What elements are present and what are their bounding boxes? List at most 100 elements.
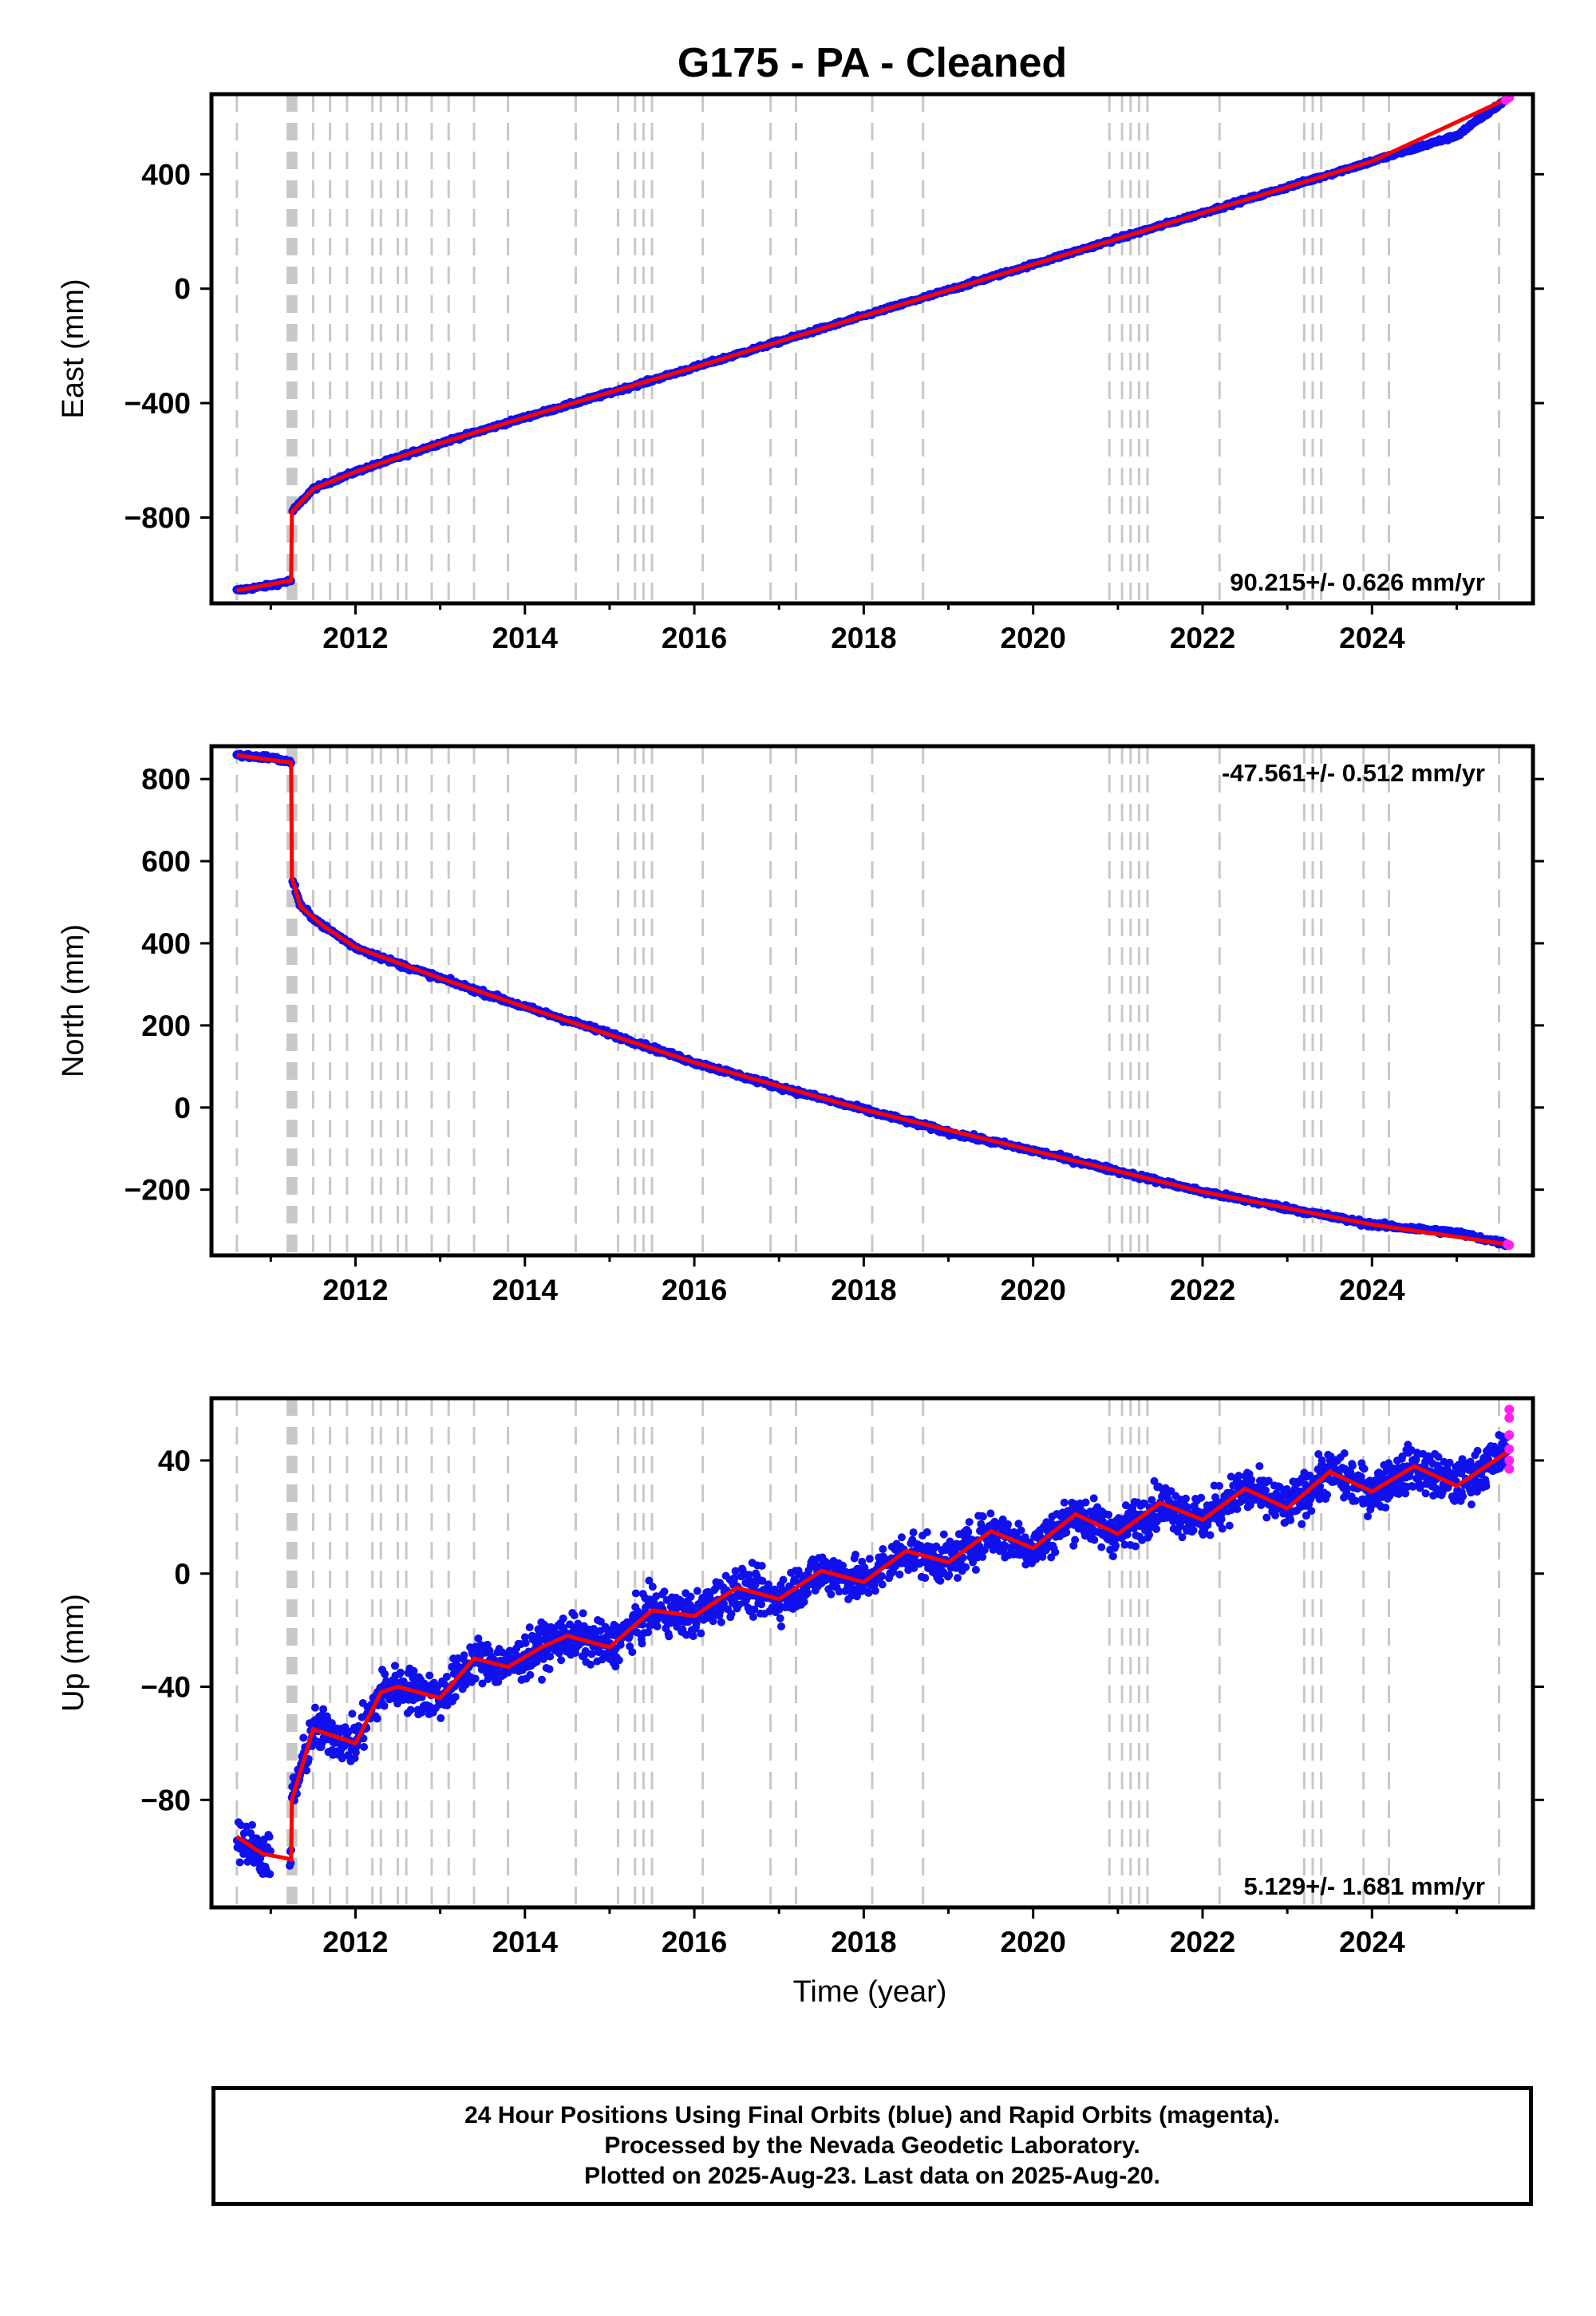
final-point <box>1014 1520 1023 1528</box>
final-point <box>478 1679 487 1688</box>
final-point <box>611 1662 620 1671</box>
plot-area-north <box>232 746 1515 1255</box>
x-tick-label: 2020 <box>1001 622 1066 654</box>
y-tick-label: −200 <box>124 1174 191 1207</box>
final-point <box>425 1671 434 1680</box>
y-tick-label: 600 <box>141 845 191 878</box>
final-point <box>539 1654 547 1663</box>
final-point <box>381 1670 389 1678</box>
final-point <box>897 1533 906 1542</box>
x-tick-label: 2012 <box>322 1274 388 1306</box>
final-point <box>396 1668 405 1677</box>
final-point <box>1360 1464 1369 1473</box>
final-point <box>521 1638 530 1647</box>
final-point <box>978 1552 987 1561</box>
final-point <box>1189 1526 1198 1535</box>
y-axis-title: North (mm) <box>57 924 90 1077</box>
final-point <box>520 1633 529 1642</box>
final-point <box>1108 1552 1117 1561</box>
final-point <box>709 1617 717 1626</box>
final-point <box>235 1858 244 1867</box>
final-point <box>660 1587 669 1596</box>
final-point <box>559 1614 567 1622</box>
x-tick-label: 2018 <box>831 622 896 654</box>
final-point <box>587 1650 596 1658</box>
final-point <box>299 1733 308 1742</box>
final-point <box>998 1515 1007 1524</box>
final-point <box>804 1589 812 1598</box>
final-point <box>978 1512 987 1521</box>
final-point <box>852 1592 861 1601</box>
final-point <box>827 1590 836 1599</box>
final-point <box>871 1587 879 1595</box>
final-point <box>247 1820 256 1829</box>
x-tick-label: 2022 <box>1170 1274 1235 1306</box>
y-tick-label: 200 <box>141 1010 191 1042</box>
final-point <box>1302 1512 1310 1520</box>
final-point <box>538 1675 546 1684</box>
final-point <box>628 1648 637 1657</box>
final-point <box>682 1630 691 1639</box>
final-point <box>1364 1512 1372 1521</box>
final-point <box>1247 1476 1256 1484</box>
final-point <box>936 1576 945 1585</box>
final-point <box>1235 1472 1243 1480</box>
final-point <box>1123 1530 1132 1539</box>
final-point <box>727 1610 736 1618</box>
final-point <box>879 1545 887 1554</box>
final-point <box>954 1574 962 1583</box>
final-point <box>1323 1490 1332 1499</box>
final-point <box>638 1639 646 1648</box>
final-point <box>1218 1524 1227 1533</box>
final-point <box>1262 1513 1271 1522</box>
final-point <box>1197 1493 1206 1502</box>
final-point <box>310 1703 319 1712</box>
final-point <box>545 1665 554 1674</box>
x-tick-label: 2016 <box>662 622 727 654</box>
final-point <box>360 1742 369 1751</box>
final-point <box>717 1618 725 1626</box>
final-point <box>750 1605 759 1614</box>
final-point <box>665 1632 674 1641</box>
panel-frame <box>209 744 1535 1258</box>
final-point <box>1178 1533 1187 1542</box>
y-axis-title: East (mm) <box>57 279 90 418</box>
final-point <box>1017 1526 1025 1535</box>
final-point <box>644 1628 653 1637</box>
y-tick-label: 0 <box>174 273 191 306</box>
final-point <box>1090 1535 1099 1544</box>
x-tick-label: 2016 <box>662 1274 727 1306</box>
final-point <box>1145 1531 1154 1539</box>
final-point <box>1062 1528 1071 1537</box>
final-point <box>1206 1531 1215 1539</box>
final-point <box>839 1561 847 1570</box>
final-point <box>1004 1520 1013 1529</box>
final-point <box>986 1509 995 1518</box>
final-point <box>1351 1496 1360 1505</box>
x-tick-label: 2024 <box>1339 622 1405 654</box>
final-point <box>581 1646 590 1655</box>
final-point <box>266 1870 275 1879</box>
final-point <box>962 1563 970 1571</box>
model-fit-line <box>236 753 1508 1247</box>
final-point <box>437 1713 445 1722</box>
x-tick-label: 2020 <box>1001 1274 1066 1306</box>
final-point <box>1060 1498 1069 1507</box>
x-tick-label: 2014 <box>492 1274 559 1306</box>
final-point <box>770 1585 779 1594</box>
final-point <box>409 1666 418 1675</box>
final-point <box>1181 1494 1190 1503</box>
final-point <box>631 1589 640 1598</box>
final-point <box>757 1600 766 1609</box>
final-point <box>1097 1543 1106 1551</box>
final-point <box>697 1629 705 1638</box>
final-point <box>1340 1449 1349 1458</box>
y-tick-label: 400 <box>141 158 191 191</box>
final-point <box>745 1571 753 1579</box>
final-point <box>776 1622 785 1630</box>
plot-area-east <box>232 94 1515 603</box>
final-point <box>689 1632 697 1641</box>
y-tick-label: −800 <box>124 501 191 534</box>
final-point <box>461 1681 470 1690</box>
final-point <box>614 1656 623 1665</box>
